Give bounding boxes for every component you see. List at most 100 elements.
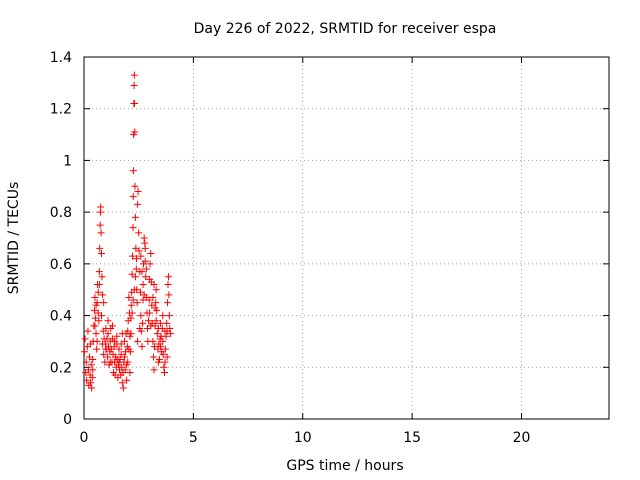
data-point <box>97 229 105 237</box>
data-point <box>95 317 103 325</box>
data-point <box>84 327 92 335</box>
data-point <box>88 384 96 392</box>
y-tick-label: 0.8 <box>50 205 72 221</box>
data-point <box>161 358 169 366</box>
data-point <box>153 330 161 338</box>
data-point <box>91 306 98 314</box>
data-point <box>96 221 104 229</box>
data-point <box>92 330 100 338</box>
data-point <box>139 319 147 327</box>
data-point <box>162 332 170 340</box>
data-point <box>89 366 97 374</box>
y-tick-label: 0.4 <box>50 309 72 325</box>
data-point <box>165 312 173 320</box>
data-point <box>149 337 157 345</box>
y-axis-ticks: 0 0.2 0.4 0.6 0.8 1 1.2 1.4 <box>50 50 609 428</box>
data-point <box>81 335 89 343</box>
data-points <box>80 71 174 392</box>
data-point <box>119 384 127 392</box>
data-point <box>95 281 103 289</box>
data-point <box>102 345 110 353</box>
data-point <box>134 200 142 208</box>
data-point <box>80 348 88 356</box>
data-point <box>138 343 146 351</box>
data-point <box>91 322 99 330</box>
chart-title: Day 226 of 2022, SRMTID for receiver esp… <box>194 21 497 37</box>
x-axis-label: GPS time / hours <box>286 458 403 474</box>
data-point <box>108 322 116 330</box>
data-point <box>93 345 101 353</box>
data-point <box>157 343 165 351</box>
data-point <box>129 193 137 201</box>
data-point <box>145 296 153 304</box>
grid-lines <box>84 57 609 419</box>
data-point <box>124 358 132 366</box>
data-point <box>141 257 149 265</box>
data-point <box>145 317 153 325</box>
data-point <box>131 213 139 221</box>
data-point <box>115 358 123 366</box>
data-point <box>164 299 172 307</box>
data-point <box>136 288 144 296</box>
y-tick-label: 1 <box>63 153 72 169</box>
data-point <box>142 273 150 281</box>
data-point <box>115 345 123 353</box>
data-point <box>128 309 136 317</box>
data-point <box>96 244 104 252</box>
data-point <box>161 327 169 335</box>
y-tick-label: 1.4 <box>50 50 72 66</box>
data-point <box>151 304 159 312</box>
data-point <box>166 330 174 338</box>
data-point <box>129 252 137 260</box>
y-axis-label: SRMTID / TECUs <box>6 182 22 295</box>
data-point <box>149 293 157 301</box>
data-point <box>164 281 172 289</box>
data-point <box>130 286 138 294</box>
data-point <box>131 182 139 190</box>
data-point <box>113 332 121 340</box>
data-point <box>136 325 144 332</box>
data-point <box>152 286 160 294</box>
data-point <box>97 203 105 211</box>
x-tick-label: 10 <box>294 430 312 446</box>
x-axis-ticks: 0 5 10 15 20 <box>80 57 530 446</box>
data-point <box>118 330 126 338</box>
data-point <box>127 314 135 322</box>
data-point <box>104 353 112 361</box>
data-point <box>98 312 105 320</box>
data-point <box>92 301 100 309</box>
data-point <box>129 296 137 304</box>
data-point <box>123 376 131 384</box>
data-point <box>99 291 107 299</box>
data-point <box>160 363 168 371</box>
data-point <box>138 268 146 276</box>
data-point <box>127 330 135 338</box>
data-point <box>133 299 141 307</box>
data-point <box>161 345 169 353</box>
data-point <box>104 317 112 325</box>
data-point <box>130 71 138 79</box>
data-point <box>142 265 150 273</box>
data-point <box>94 288 102 296</box>
data-point <box>164 273 172 281</box>
y-tick-label: 0.6 <box>50 257 72 273</box>
data-point <box>154 358 162 366</box>
data-point <box>137 312 145 320</box>
data-point <box>134 187 142 195</box>
data-point <box>134 337 142 345</box>
data-point <box>147 322 155 330</box>
data-point <box>132 265 140 273</box>
data-point <box>137 252 145 260</box>
data-point <box>139 281 147 289</box>
data-point <box>157 319 165 327</box>
data-point <box>150 353 158 361</box>
data-point <box>106 358 114 366</box>
data-point <box>87 361 95 369</box>
data-point <box>129 167 137 175</box>
data-point <box>120 353 128 361</box>
x-tick-label: 0 <box>80 430 89 446</box>
data-point <box>89 356 97 364</box>
data-point <box>98 250 105 258</box>
data-point <box>130 81 138 89</box>
